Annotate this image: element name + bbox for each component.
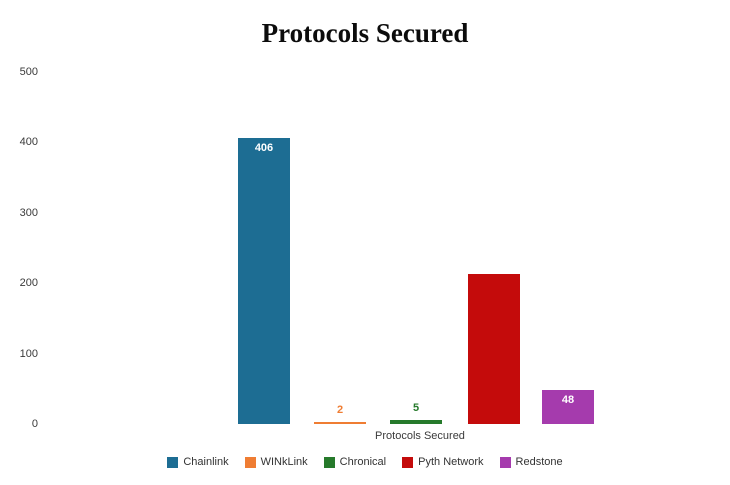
y-tick-label: 0 <box>31 418 38 430</box>
legend-swatch <box>499 456 511 468</box>
legend-item-redstone[interactable]: Redstone <box>499 456 563 468</box>
legend-item-chronical[interactable]: Chronical <box>323 456 387 468</box>
y-tick-label: 400 <box>19 136 38 149</box>
y-tick-label: 500 <box>19 66 38 78</box>
legend-item-chainlink[interactable]: Chainlink <box>167 456 229 468</box>
bar-chainlink: 406 <box>238 138 290 424</box>
legend-label: Chainlink <box>183 456 229 468</box>
legend-label: Chronical <box>339 456 387 468</box>
bar-pyth-network <box>468 274 520 424</box>
y-tick-label: 100 <box>19 347 38 360</box>
legend-swatch <box>244 456 256 468</box>
y-tick-label: 200 <box>19 277 38 290</box>
legend-label: Pyth Network <box>418 456 484 468</box>
x-axis-label: Protocols Secured <box>375 430 465 442</box>
legend: Chainlink WINkLink Chronical Pyth Network Re… <box>0 456 730 468</box>
chart-title: Protocols Secured <box>261 18 469 48</box>
bar-redstone: 48 <box>542 390 594 424</box>
bar-value-label: 406 <box>254 142 274 154</box>
legend-swatch <box>402 456 414 468</box>
x-axis-label-row: Protocols Secured <box>0 430 730 442</box>
bar-value-label: 2 <box>336 404 344 416</box>
legend-swatch <box>167 456 179 468</box>
legend-item-winklink[interactable]: WINkLink <box>244 456 308 468</box>
y-tick-label: 300 <box>19 206 38 219</box>
legend-label: WINkLink <box>260 456 308 468</box>
bar-winklink <box>314 422 366 424</box>
legend-item-pyth-network[interactable]: Pyth Network <box>402 456 484 468</box>
legend-swatch <box>323 456 335 468</box>
legend-label: Redstone <box>515 456 563 468</box>
bar-value-label: 48 <box>561 394 575 406</box>
bar-chronical <box>390 420 442 424</box>
bar-value-label: 5 <box>412 402 420 414</box>
